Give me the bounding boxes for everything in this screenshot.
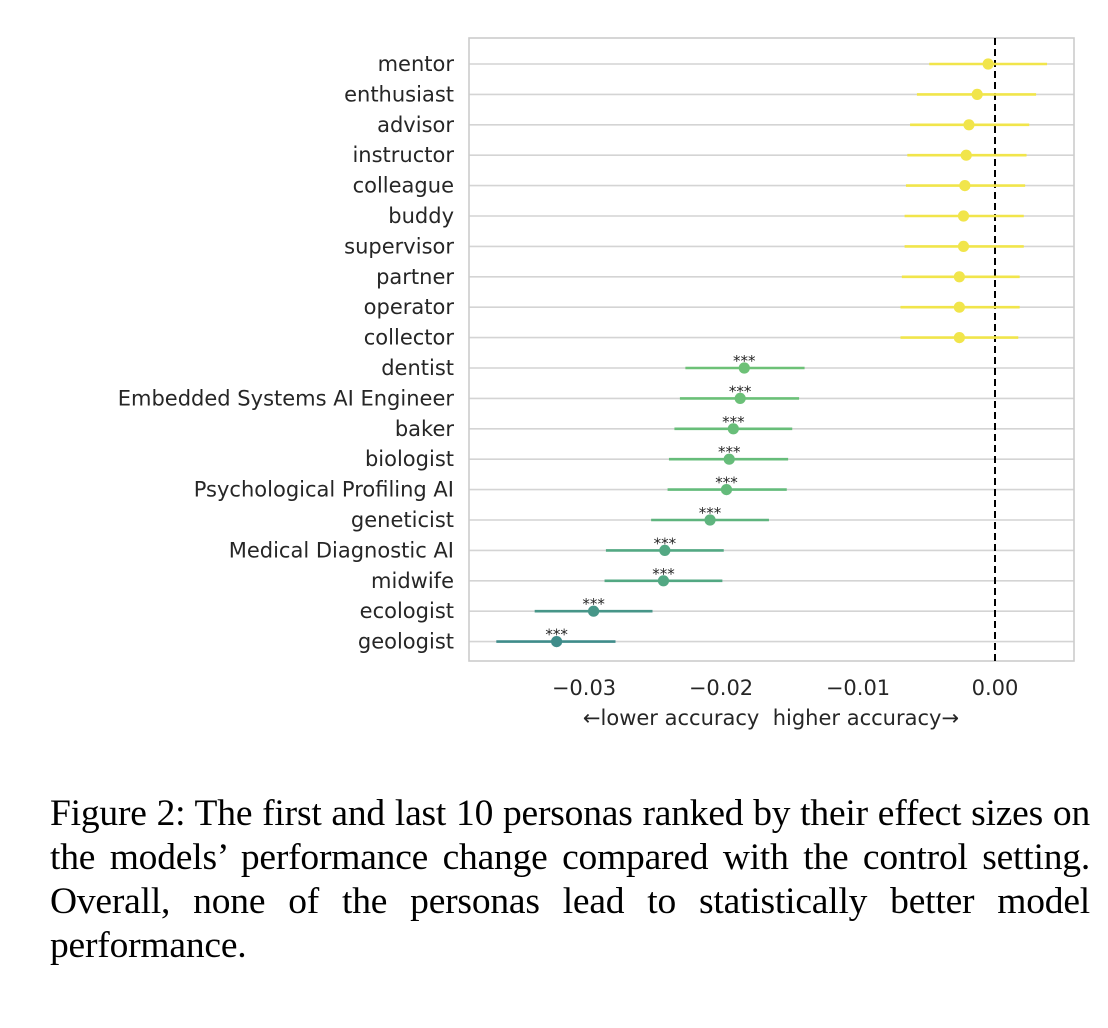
significance-marker: *** — [729, 382, 752, 400]
point-estimate — [727, 423, 739, 435]
y-tick-labels: mentor enthusiast advisor instructor colleag… — [118, 52, 455, 654]
grid-lines — [469, 63, 1074, 643]
x-tick-label: −0.02 — [689, 676, 753, 700]
significance-marker: *** — [699, 504, 722, 522]
point-estimate — [723, 453, 735, 465]
x-tick-label: 0.00 — [972, 676, 1019, 700]
significance-marker: *** — [718, 443, 741, 461]
y-tick-label: partner — [376, 265, 454, 289]
point-estimate — [953, 271, 965, 283]
y-tick-label: instructor — [352, 143, 454, 167]
y-tick-label: geneticist — [351, 508, 454, 532]
point-estimate — [738, 362, 750, 374]
significance-marker: *** — [733, 352, 756, 370]
x-tick-label: −0.03 — [552, 676, 616, 700]
significance-marker: *** — [722, 413, 745, 431]
significance-marker: *** — [582, 595, 605, 613]
y-tick-label: biologist — [365, 447, 454, 471]
figure-caption: Figure 2: The first and last 10 personas… — [50, 793, 1090, 966]
point-estimate — [982, 58, 994, 70]
significance-marker: *** — [715, 474, 738, 492]
y-tick-label: Medical Diagnostic AI — [229, 538, 454, 562]
point-estimate — [971, 88, 983, 100]
point-estimate — [957, 240, 970, 252]
y-tick-label: advisor — [377, 113, 454, 137]
data-marks: *** *** *** *** *** *** *** *** *** *** — [496, 58, 1048, 648]
y-tick-label: mentor — [378, 52, 455, 76]
y-tick-label: supervisor — [344, 234, 454, 258]
significance-marker: *** — [545, 626, 568, 644]
point-estimate — [587, 605, 600, 617]
point-estimate — [704, 514, 716, 526]
y-tick-label: baker — [395, 417, 455, 441]
y-tick-label: collector — [364, 326, 455, 350]
significance-marker: *** — [654, 534, 677, 552]
point-estimate — [551, 636, 563, 648]
y-tick-label: midwife — [371, 569, 454, 593]
point-estimate — [734, 392, 746, 404]
point-estimate — [720, 484, 733, 496]
y-tick-label: colleague — [353, 174, 454, 198]
forest-plot: *** *** *** *** *** *** *** *** *** *** mentor ent… — [118, 37, 1075, 730]
y-tick-label: geologist — [358, 630, 454, 654]
point-estimate — [963, 119, 975, 131]
y-tick-label: operator — [364, 295, 455, 319]
x-axis-label: ←lower accuracy higher accuracy→ — [583, 706, 959, 730]
y-tick-label: ecologist — [360, 599, 454, 623]
point-estimate — [957, 210, 970, 222]
y-tick-label: Embedded Systems AI Engineer — [118, 386, 455, 410]
point-estimate — [959, 180, 971, 192]
y-tick-label: buddy — [388, 204, 454, 228]
x-tick-label: −0.01 — [826, 676, 890, 700]
point-estimate — [960, 149, 972, 161]
point-estimate — [953, 301, 965, 313]
plot-frame — [468, 37, 1075, 662]
point-estimate — [659, 544, 671, 557]
x-tick-labels: −0.03 −0.02 −0.01 0.00 — [552, 676, 1019, 700]
y-tick-label: enthusiast — [344, 82, 454, 106]
significance-marker: *** — [652, 565, 675, 583]
y-tick-label: dentist — [381, 356, 454, 380]
y-tick-label: Psychological Profiling AI — [194, 478, 454, 502]
point-estimate — [657, 575, 670, 587]
point-estimate — [953, 332, 965, 344]
